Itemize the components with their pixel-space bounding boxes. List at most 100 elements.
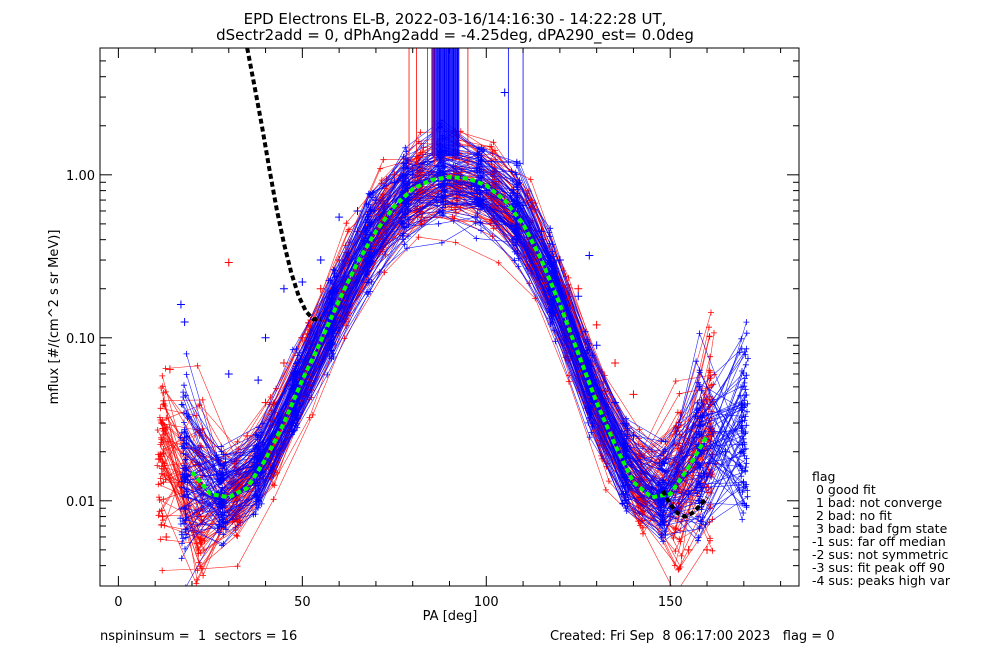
blue-point [738, 414, 745, 421]
blue-point [660, 538, 667, 545]
blue-point [293, 345, 300, 352]
blue-point [744, 400, 751, 407]
blue-point [736, 418, 743, 425]
red-point [346, 226, 352, 233]
blue-point [400, 236, 407, 243]
blue-point [515, 263, 522, 270]
blue-point [363, 227, 370, 234]
red-point [678, 552, 685, 559]
blue-point [472, 213, 479, 220]
blue-point [181, 479, 187, 485]
blue-point [436, 157, 443, 164]
blue-point [512, 169, 519, 176]
blue-point [622, 488, 629, 495]
blue-point [183, 440, 190, 447]
blue-point [477, 220, 484, 226]
red-point [158, 512, 167, 521]
red-point [159, 383, 166, 390]
red-point [154, 462, 161, 469]
red-point [452, 239, 459, 246]
red-point [611, 359, 620, 368]
blue-point [740, 510, 747, 516]
blue-point [353, 206, 362, 215]
red-point [155, 512, 162, 519]
footer-right: Created: Fri Sep 8 06:17:00 2023 flag = … [550, 629, 835, 644]
blue-point [657, 499, 664, 506]
blue-point [629, 431, 638, 440]
blue-point [624, 425, 631, 432]
blue-point [742, 386, 749, 393]
red-point [158, 434, 165, 441]
blue-point [740, 478, 747, 485]
legend-item: -4 sus: peaks high var [812, 573, 951, 588]
blue-point [537, 227, 546, 236]
blue-point [592, 341, 601, 350]
blue-point [698, 506, 705, 513]
blue-flux-line [185, 163, 746, 490]
red-point [162, 426, 169, 433]
blue-point [220, 518, 227, 525]
blue-flux-line [186, 157, 740, 466]
red-point [306, 414, 313, 421]
blue-point [619, 500, 626, 507]
blue-point [400, 153, 407, 160]
blue-point [549, 307, 556, 314]
blue-point [253, 454, 260, 461]
blue-point [220, 531, 227, 538]
blue-point [181, 382, 187, 389]
blue-point [696, 367, 703, 374]
red-point [197, 563, 204, 570]
blue-point [695, 513, 701, 520]
blue-point [405, 221, 412, 228]
blue-point [555, 256, 564, 265]
blue-point [511, 248, 518, 255]
blue-flux-line [186, 126, 746, 467]
red-point [156, 414, 163, 421]
blue-point [401, 241, 408, 248]
blue-point [589, 371, 596, 378]
blue-flux-line [183, 213, 741, 539]
blue-point [741, 348, 748, 355]
blue-point [743, 392, 750, 398]
blue-point [478, 227, 484, 234]
blue-flux-line [185, 123, 745, 504]
blue-point [621, 437, 628, 444]
blue-point [585, 419, 592, 426]
blue-point [694, 399, 701, 406]
blue-point [398, 214, 405, 221]
blue-point [294, 400, 300, 407]
red-point [309, 411, 316, 418]
y-axis-label: mflux [#/(cm^2 s sr MeV)] [47, 230, 62, 405]
blue-point [185, 472, 191, 479]
blue-point [289, 346, 296, 353]
red-point [155, 481, 162, 488]
blue-point [743, 372, 750, 379]
red-point [711, 371, 718, 378]
blue-point [368, 254, 375, 261]
red-point [418, 214, 425, 221]
red-point [707, 535, 714, 542]
red-point [271, 482, 278, 489]
red-point [592, 320, 601, 329]
red-point [640, 524, 646, 531]
red-point [672, 548, 679, 555]
blue-point [433, 196, 440, 203]
blue-point [738, 473, 745, 480]
blue-point [402, 206, 408, 213]
chart-title: EPD Electrons EL-B, 2022-03-16/14:16:30 … [244, 10, 667, 28]
red-point [194, 362, 201, 369]
blue-point [438, 164, 447, 173]
red-point [673, 526, 679, 533]
red-point [156, 497, 163, 503]
blue-point [623, 415, 630, 422]
blue-point [701, 412, 708, 419]
blue-point [185, 413, 192, 420]
blue-point [261, 333, 270, 342]
x-tick-label: 50 [294, 595, 311, 610]
blue-point [178, 401, 185, 408]
blue-point [513, 160, 520, 167]
blue-point [660, 479, 667, 486]
blue-point [177, 521, 184, 527]
red-point [193, 412, 200, 419]
blue-flux-line [183, 192, 747, 513]
